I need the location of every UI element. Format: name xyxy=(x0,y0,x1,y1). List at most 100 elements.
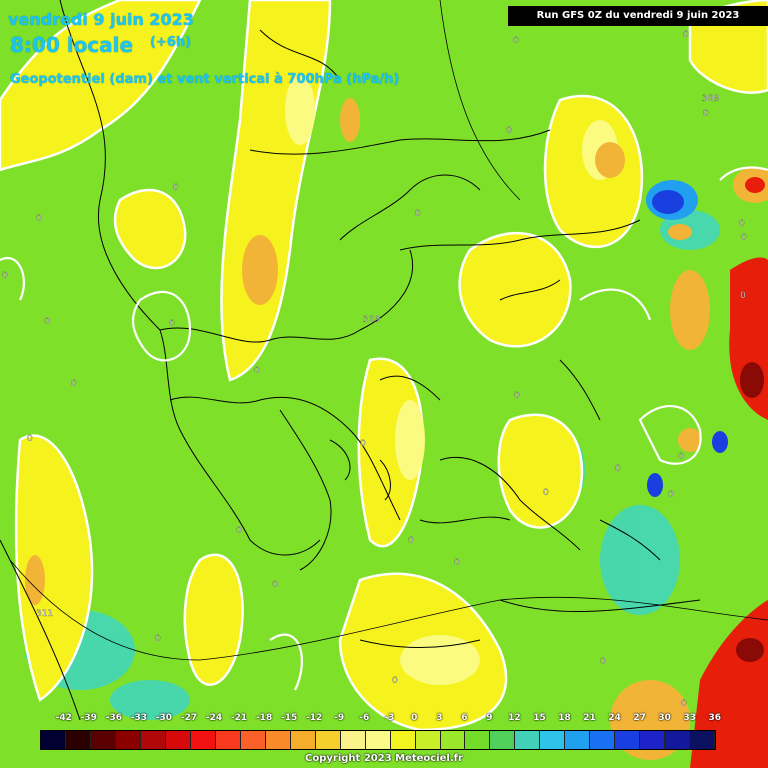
white-contours xyxy=(0,166,768,691)
legend-swatch xyxy=(240,731,266,749)
zero-label: 0 xyxy=(668,490,674,500)
copyright: Copyright 2023 Meteociel.fr xyxy=(305,753,463,764)
legend-swatch xyxy=(490,731,516,749)
zero-label: 0 xyxy=(740,291,746,301)
geopotential-label: 309 xyxy=(363,315,380,325)
coastlines-borders xyxy=(0,0,701,721)
color-scale xyxy=(40,730,716,750)
zero-label: 0 xyxy=(615,464,621,474)
legend-value: 27 xyxy=(633,713,646,723)
legend-swatch xyxy=(340,731,366,749)
legend-value: 24 xyxy=(608,713,621,723)
zero-label: 0 xyxy=(506,126,512,136)
legend-swatch xyxy=(290,731,316,749)
legend-value: -3 xyxy=(384,713,395,723)
legend-value: 30 xyxy=(658,713,671,723)
legend-swatch xyxy=(215,731,241,749)
forecast-date: vendredi 9 juin 2023 xyxy=(8,10,194,29)
legend-value: 0 xyxy=(411,713,418,723)
forecast-time: 8:00 locale xyxy=(10,33,134,57)
legend-swatch xyxy=(65,731,91,749)
legend-swatch xyxy=(390,731,416,749)
legend-value: 15 xyxy=(533,713,546,723)
legend-value: 6 xyxy=(461,713,468,723)
legend-value: -9 xyxy=(334,713,345,723)
run-info: Run GFS 0Z du vendredi 9 juin 2023 xyxy=(508,6,768,26)
legend-swatch xyxy=(115,731,141,749)
zero-label: 0 xyxy=(741,233,747,243)
legend-labels: -42 -39 -36 -33 -30 -27 -24 -21 -18 -15 -12 -9 -6 -3 0… xyxy=(40,713,721,727)
legend-swatch xyxy=(540,731,566,749)
legend-value: 9 xyxy=(486,713,493,723)
legend-swatch xyxy=(465,731,491,749)
value-labels: 309 309 311 0 0 0 0 0 0 0 0 0 0 0 0 0 0 … xyxy=(2,30,747,709)
forecast-offset: (+6h) xyxy=(150,35,192,50)
legend-swatch xyxy=(640,731,666,749)
zero-label: 0 xyxy=(514,391,520,401)
legend-swatch xyxy=(440,731,466,749)
zero-label: 0 xyxy=(254,366,260,376)
zero-label: 0 xyxy=(236,526,242,536)
zero-label: 0 xyxy=(155,634,161,644)
legend-swatch xyxy=(515,731,541,749)
zero-label: 0 xyxy=(739,219,745,229)
legend-value: -27 xyxy=(180,713,198,723)
legend-value: -36 xyxy=(105,713,122,723)
zero-label: 0 xyxy=(44,317,50,327)
zero-label: 0 xyxy=(408,536,414,546)
legend-value: -15 xyxy=(280,713,298,723)
legend-value: -12 xyxy=(306,713,323,723)
zero-label: 0 xyxy=(169,319,175,329)
geopotential-label: 311 xyxy=(36,609,53,619)
blue-patches xyxy=(646,180,728,497)
legend-swatch xyxy=(190,731,216,749)
zero-label: 0 xyxy=(2,271,8,281)
legend-swatch xyxy=(165,731,191,749)
legend-swatch xyxy=(140,731,166,749)
legend-value: 21 xyxy=(583,713,596,723)
zero-label: 0 xyxy=(173,183,179,193)
legend-swatch xyxy=(415,731,441,749)
zero-label: 0 xyxy=(678,452,684,462)
legend-swatch xyxy=(265,731,291,749)
zero-label: 0 xyxy=(360,439,366,449)
legend-swatch xyxy=(565,731,591,749)
zero-label: 0 xyxy=(27,434,33,444)
zero-label: 0 xyxy=(681,699,687,709)
legend-value: -42 xyxy=(55,713,72,723)
legend-value: -30 xyxy=(155,713,173,723)
legend-swatch xyxy=(590,731,616,749)
legend-value: 3 xyxy=(436,713,443,723)
legend-swatch xyxy=(365,731,391,749)
parameter-title: Geopotentiel (dam) et vent vertical à 70… xyxy=(10,72,400,87)
zero-label: 0 xyxy=(392,676,398,686)
legend-value: -39 xyxy=(80,713,97,723)
legend-value: -24 xyxy=(205,713,223,723)
zero-label: 0 xyxy=(600,657,606,667)
zero-label: 0 xyxy=(36,214,42,224)
legend-value: 33 xyxy=(683,713,696,723)
dark-red-patches xyxy=(736,362,764,662)
zero-label: 0 xyxy=(415,209,421,219)
legend-value: 18 xyxy=(558,713,571,723)
zero-label: 0 xyxy=(272,580,278,590)
legend-value: -6 xyxy=(359,713,370,723)
legend-value: -21 xyxy=(230,713,248,723)
legend-value: 12 xyxy=(508,713,521,723)
zero-label: 0 xyxy=(71,379,77,389)
legend-swatch xyxy=(315,731,341,749)
geopotential-label: 309 xyxy=(702,94,719,104)
legend-swatch xyxy=(690,731,716,749)
zero-label: 0 xyxy=(543,488,549,498)
geopotential-isoline xyxy=(9,0,768,661)
legend-value: -33 xyxy=(130,713,148,723)
legend-swatch xyxy=(615,731,641,749)
zero-label: 0 xyxy=(513,36,519,46)
legend-value: 36 xyxy=(708,713,721,723)
legend-swatch xyxy=(665,731,691,749)
yellow-bands xyxy=(0,0,768,732)
zero-label: 0 xyxy=(703,109,709,119)
legend-swatch xyxy=(41,731,66,749)
